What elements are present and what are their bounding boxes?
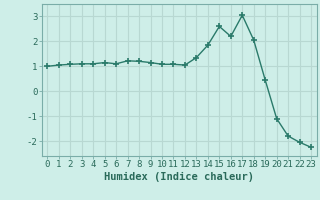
X-axis label: Humidex (Indice chaleur): Humidex (Indice chaleur) [104,172,254,182]
